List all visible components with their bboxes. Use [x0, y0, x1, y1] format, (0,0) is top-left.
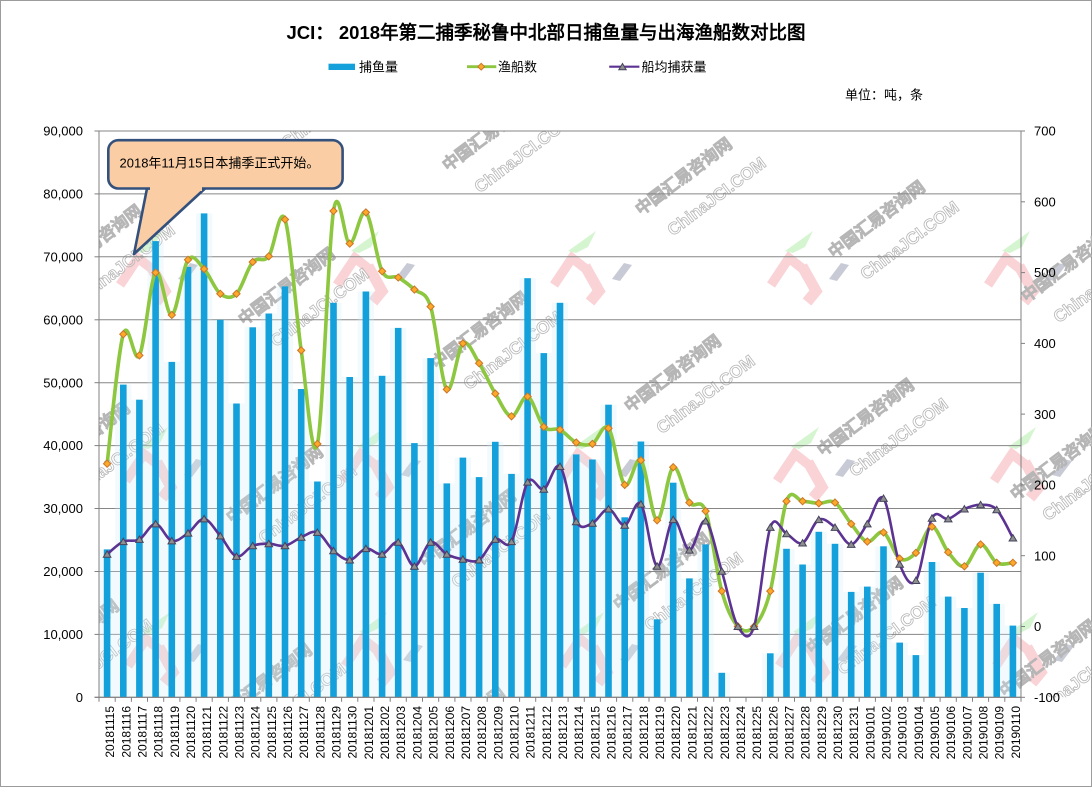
svg-text:20181223: 20181223 — [718, 706, 732, 760]
svg-text:20190104: 20190104 — [912, 706, 926, 760]
svg-text:20181220: 20181220 — [669, 706, 683, 760]
svg-text:20181128: 20181128 — [313, 706, 327, 759]
svg-text:20181205: 20181205 — [427, 706, 441, 760]
svg-text:20181212: 20181212 — [540, 706, 554, 760]
svg-text:20190103: 20190103 — [896, 706, 910, 760]
svg-text:20181208: 20181208 — [475, 706, 489, 760]
svg-text:0: 0 — [1034, 619, 1041, 634]
svg-text:20181203: 20181203 — [394, 706, 408, 760]
svg-text:20181122: 20181122 — [216, 706, 230, 759]
svg-text:20181116: 20181116 — [119, 706, 133, 758]
svg-text:10,000: 10,000 — [43, 627, 83, 642]
svg-text:20181215: 20181215 — [588, 706, 602, 760]
svg-text:渔船数: 渔船数 — [498, 59, 537, 74]
svg-text:20190108: 20190108 — [977, 706, 991, 760]
svg-text:20181217: 20181217 — [621, 706, 635, 760]
svg-text:20181229: 20181229 — [815, 706, 829, 760]
svg-text:20181117: 20181117 — [135, 706, 149, 758]
svg-text:20181221: 20181221 — [685, 706, 699, 760]
svg-text:0: 0 — [76, 690, 83, 705]
svg-text:30,000: 30,000 — [43, 501, 83, 516]
svg-text:20181123: 20181123 — [233, 706, 247, 759]
svg-text:单位：吨，条: 单位：吨，条 — [845, 88, 923, 103]
svg-text:20181119: 20181119 — [168, 706, 182, 758]
svg-text:20181130: 20181130 — [346, 706, 360, 759]
svg-text:JCI： 2018年第二捕季秘鲁中北部日捕鱼量与出海渔船数: JCI： 2018年第二捕季秘鲁中北部日捕鱼量与出海渔船数对比图 — [286, 22, 805, 43]
svg-text:20181213: 20181213 — [556, 706, 570, 760]
svg-text:20190101: 20190101 — [863, 706, 877, 760]
svg-text:500: 500 — [1034, 265, 1056, 280]
svg-text:90,000: 90,000 — [43, 124, 83, 139]
svg-text:20,000: 20,000 — [43, 564, 83, 579]
svg-text:700: 700 — [1034, 124, 1056, 139]
svg-text:20190106: 20190106 — [944, 706, 958, 760]
svg-text:20181127: 20181127 — [297, 706, 311, 759]
svg-text:50,000: 50,000 — [43, 375, 83, 390]
svg-text:20181206: 20181206 — [443, 706, 457, 760]
svg-text:2018年11月15日本捕季正式开始。: 2018年11月15日本捕季正式开始。 — [120, 156, 320, 171]
svg-text:20181214: 20181214 — [572, 706, 586, 760]
svg-text:20181227: 20181227 — [783, 706, 797, 760]
svg-text:20190109: 20190109 — [993, 706, 1007, 760]
svg-text:20181120: 20181120 — [184, 706, 198, 759]
svg-text:20181121: 20181121 — [200, 706, 214, 759]
svg-text:20181219: 20181219 — [653, 706, 667, 760]
svg-text:600: 600 — [1034, 194, 1056, 209]
svg-text:20181115: 20181115 — [103, 706, 117, 758]
svg-text:20190107: 20190107 — [960, 706, 974, 760]
svg-text:20190110: 20190110 — [1009, 706, 1023, 759]
svg-text:20181230: 20181230 — [831, 706, 845, 760]
svg-text:20181226: 20181226 — [766, 706, 780, 760]
svg-text:400: 400 — [1034, 336, 1056, 351]
svg-text:100: 100 — [1034, 548, 1056, 563]
svg-text:20190105: 20190105 — [928, 706, 942, 760]
svg-text:300: 300 — [1034, 407, 1056, 422]
svg-text:20181211: 20181211 — [524, 706, 538, 759]
svg-text:20181216: 20181216 — [605, 706, 619, 760]
svg-text:200: 200 — [1034, 478, 1056, 493]
svg-text:60,000: 60,000 — [43, 312, 83, 327]
svg-text:20181124: 20181124 — [249, 706, 263, 759]
svg-text:-100: -100 — [1034, 690, 1060, 705]
svg-text:20181209: 20181209 — [491, 706, 505, 760]
svg-text:20181118: 20181118 — [152, 706, 166, 758]
svg-text:20181202: 20181202 — [378, 706, 392, 760]
svg-text:20181204: 20181204 — [410, 706, 424, 760]
svg-text:20181225: 20181225 — [750, 706, 764, 760]
svg-text:20181228: 20181228 — [799, 706, 813, 760]
svg-text:20181126: 20181126 — [281, 706, 295, 759]
svg-text:船均捕获量: 船均捕获量 — [642, 59, 707, 74]
svg-text:20181224: 20181224 — [734, 706, 748, 760]
svg-text:20181129: 20181129 — [330, 706, 344, 759]
svg-text:20181201: 20181201 — [362, 706, 376, 760]
svg-text:20181125: 20181125 — [265, 706, 279, 759]
svg-text:20181207: 20181207 — [459, 706, 473, 760]
svg-text:20181222: 20181222 — [702, 706, 716, 760]
svg-text:20181210: 20181210 — [508, 706, 522, 760]
svg-text:20181218: 20181218 — [637, 706, 651, 760]
svg-text:80,000: 80,000 — [43, 187, 83, 202]
svg-text:20190102: 20190102 — [880, 706, 894, 760]
svg-text:70,000: 70,000 — [43, 249, 83, 264]
svg-text:捕鱼量: 捕鱼量 — [359, 59, 398, 74]
svg-text:20181231: 20181231 — [847, 706, 861, 760]
svg-text:40,000: 40,000 — [43, 438, 83, 453]
